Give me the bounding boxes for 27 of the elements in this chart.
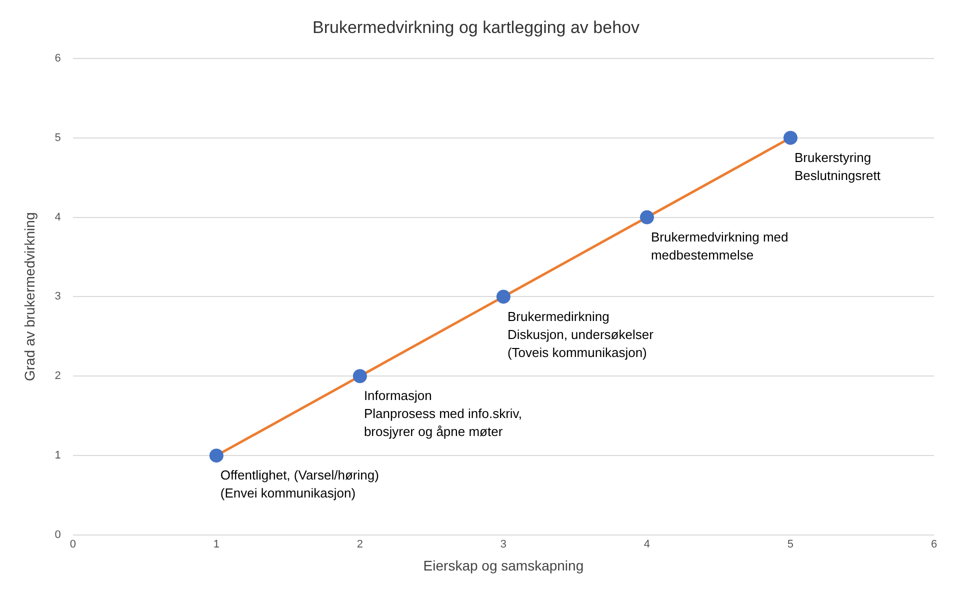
annotation: Informasjon Planprosess med info.skriv, brosjyrer og åpne møter <box>364 388 522 440</box>
y-tick-label: 0 <box>54 529 61 542</box>
point <box>783 130 798 145</box>
chart-title: Brukermedvirkning og kartlegging av behov <box>312 18 640 37</box>
x-tick-label: 5 <box>787 538 794 551</box>
point <box>352 369 367 384</box>
x-axis-title: Eierskap og samskapning <box>423 557 584 574</box>
x-tick-label: 3 <box>500 538 507 551</box>
x-tick-label: 1 <box>213 538 220 551</box>
x-tick-label: 2 <box>356 538 364 551</box>
y-tick-label: 3 <box>54 290 61 303</box>
point <box>640 210 654 224</box>
y-axis-title: Grad av brukermedvirkning <box>21 212 38 382</box>
x-tick-label: 4 <box>644 538 650 551</box>
point <box>209 448 224 463</box>
annotation: Brukermedirkning Diskusjon, undersøkelser (Toveis kommunikasjon) <box>507 308 654 360</box>
y-tick-label: 4 <box>54 211 61 224</box>
x-tick-label: 6 <box>930 538 938 551</box>
y-tick-label: 5 <box>54 132 61 144</box>
annotation: Brukermedvirkning med medbestemmelse <box>650 229 788 262</box>
annotation: Offentlighet, (Varsel/høring) (Envei kommunikasjon) <box>220 468 379 501</box>
y-tick-label: 2 <box>54 370 61 382</box>
y-tick-label: 1 <box>54 450 61 462</box>
point <box>496 290 510 304</box>
y-tick-label: 6 <box>54 52 61 64</box>
annotation: Brukerstyring Beslutningsrett <box>794 150 881 183</box>
x-tick-label: 0 <box>70 538 76 551</box>
